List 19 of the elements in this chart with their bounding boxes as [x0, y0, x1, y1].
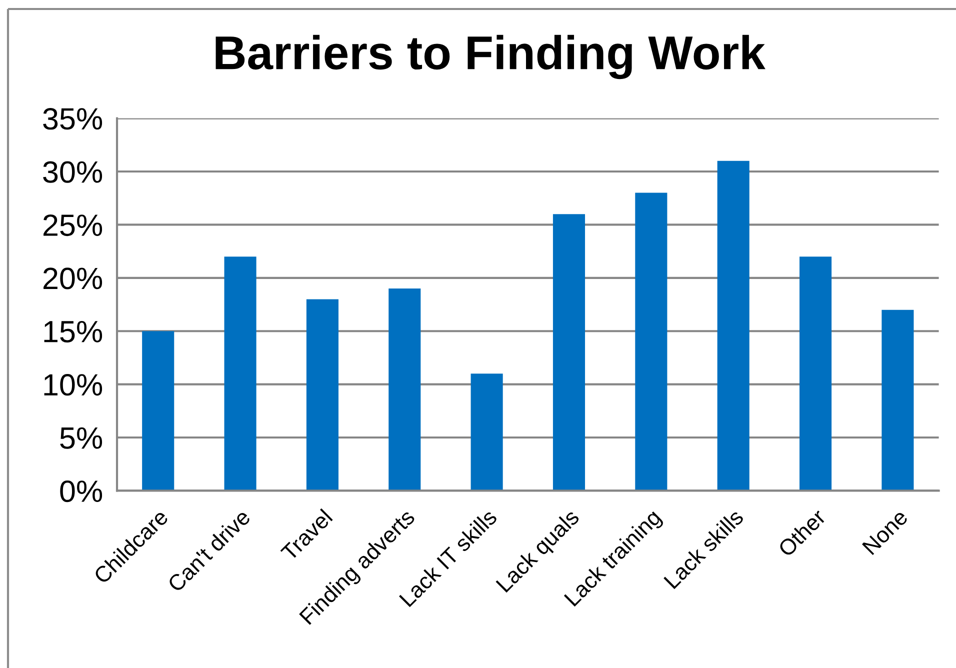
bar	[717, 160, 750, 491]
y-tick-label: 35%	[43, 108, 102, 130]
bar	[552, 214, 586, 491]
bar	[224, 256, 256, 491]
bar	[142, 331, 174, 491]
y-tick-label: 20%	[44, 268, 102, 290]
y-tick-label: 5%	[60, 427, 102, 449]
bar	[306, 299, 338, 491]
bar	[470, 374, 503, 491]
y-tick-label: 0%	[60, 480, 102, 502]
chart-title: Barriers to Finding Work	[216, 34, 766, 80]
bar	[388, 288, 421, 491]
y-tick-label: 15%	[44, 320, 102, 342]
bar	[800, 256, 832, 491]
y-tick-label: 25%	[44, 214, 102, 236]
y-tick-label: 10%	[44, 374, 102, 396]
bar	[635, 192, 668, 491]
bar	[882, 310, 914, 491]
y-tick-label: 30%	[43, 161, 102, 183]
